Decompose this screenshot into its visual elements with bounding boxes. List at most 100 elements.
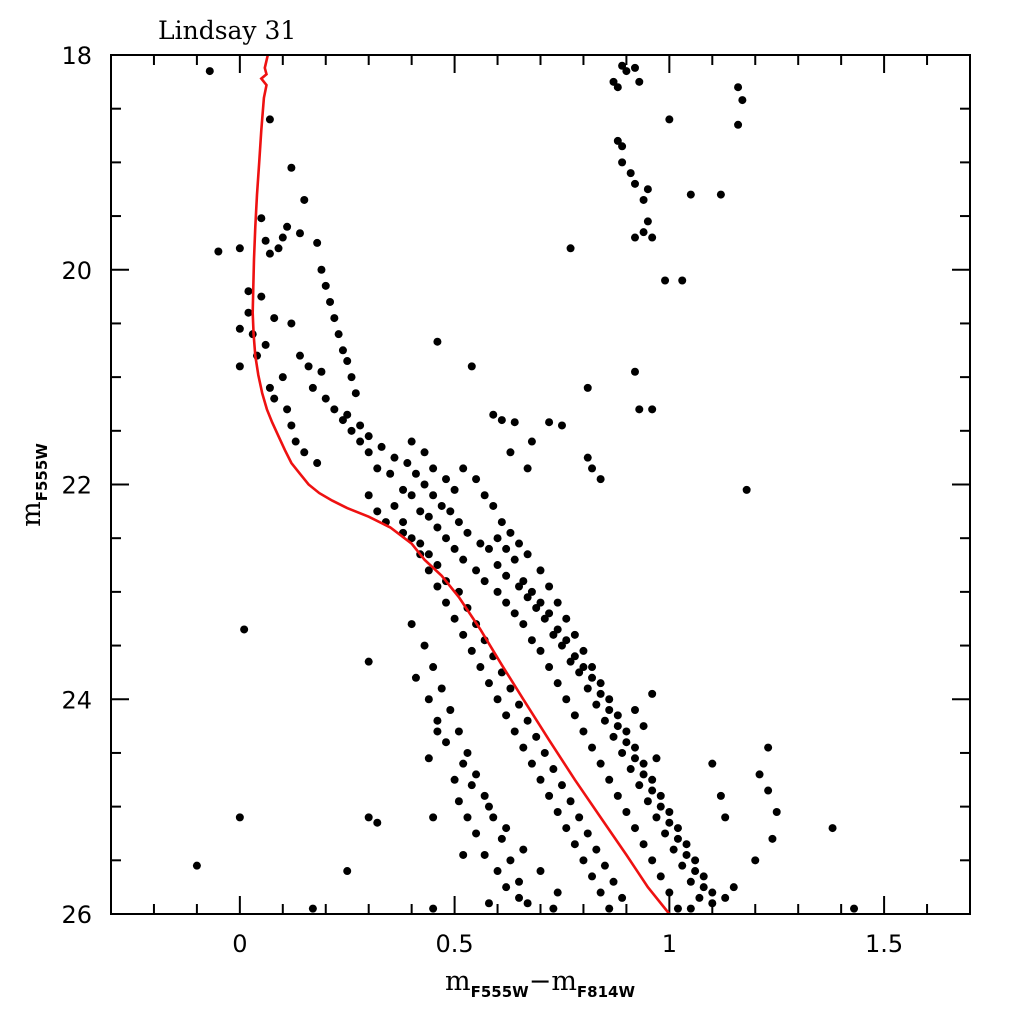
- star-point: [562, 636, 571, 645]
- star-point: [403, 459, 412, 468]
- star-point: [734, 83, 743, 92]
- star-point: [579, 727, 588, 736]
- star-point: [661, 829, 670, 838]
- star-point: [635, 77, 644, 86]
- star-point: [407, 437, 416, 446]
- star-point: [553, 807, 562, 816]
- star-point: [424, 550, 433, 559]
- star-point: [364, 432, 373, 441]
- x-axis-label-sub1: F555W: [471, 983, 530, 1001]
- star-point: [570, 630, 579, 639]
- star-point: [742, 485, 751, 494]
- star-point: [338, 416, 347, 425]
- star-point: [484, 899, 493, 908]
- star-point: [364, 813, 373, 822]
- star-point: [463, 748, 472, 757]
- star-point: [622, 807, 631, 816]
- star-point: [630, 705, 639, 714]
- star-point: [630, 824, 639, 833]
- star-point: [411, 469, 420, 478]
- star-point: [566, 657, 575, 666]
- star-point: [330, 405, 339, 414]
- star-point: [334, 330, 343, 339]
- star-point: [579, 663, 588, 672]
- star-point: [600, 861, 609, 870]
- star-point: [557, 641, 566, 650]
- star-point: [467, 781, 476, 790]
- star-point: [510, 727, 519, 736]
- star-point: [665, 807, 674, 816]
- star-point: [523, 464, 532, 473]
- y-tick-label: 20: [61, 257, 92, 285]
- star-point: [313, 459, 322, 468]
- star-point: [407, 620, 416, 629]
- star-point: [648, 775, 657, 784]
- star-point: [630, 743, 639, 752]
- star-point: [648, 405, 657, 414]
- star-point: [588, 673, 597, 682]
- star-point: [648, 786, 657, 795]
- star-point: [235, 813, 244, 822]
- star-point: [373, 507, 382, 516]
- star-point: [695, 893, 704, 902]
- star-point: [850, 904, 859, 913]
- star-point: [450, 775, 459, 784]
- star-point: [244, 308, 253, 317]
- star-point: [450, 544, 459, 553]
- star-point: [626, 169, 635, 178]
- star-point: [686, 877, 695, 886]
- star-point: [390, 453, 399, 462]
- star-point: [618, 158, 627, 167]
- star-point: [699, 872, 708, 881]
- star-point: [540, 748, 549, 757]
- star-point: [502, 711, 511, 720]
- y-tick-label: 18: [61, 42, 92, 70]
- star-point: [596, 679, 605, 688]
- star-point: [738, 96, 747, 105]
- star-point: [287, 319, 296, 328]
- isochrone-curve: [251, 54, 671, 915]
- star-point: [665, 888, 674, 897]
- star-point: [652, 813, 661, 822]
- star-point: [570, 711, 579, 720]
- star-point: [459, 850, 468, 859]
- star-point: [557, 421, 566, 430]
- star-point: [639, 195, 648, 204]
- star-point: [497, 834, 506, 843]
- star-point: [493, 695, 502, 704]
- star-point: [605, 705, 614, 714]
- star-point: [639, 228, 648, 237]
- star-point: [343, 867, 352, 876]
- star-point: [549, 630, 558, 639]
- svg-text:mF555W: mF555W: [16, 443, 51, 527]
- star-point: [545, 791, 554, 800]
- star-point: [347, 426, 356, 435]
- star-point: [691, 867, 700, 876]
- star-point: [373, 818, 382, 827]
- star-point: [510, 418, 519, 427]
- star-point: [596, 759, 605, 768]
- star-point: [691, 856, 700, 865]
- star-point: [467, 362, 476, 371]
- star-point: [579, 856, 588, 865]
- x-tick-label: 0: [232, 930, 247, 958]
- star-point: [424, 566, 433, 575]
- star-point: [407, 491, 416, 500]
- star-point: [506, 684, 515, 693]
- star-point: [463, 528, 472, 537]
- star-point: [639, 770, 648, 779]
- star-point: [536, 598, 545, 607]
- star-point: [472, 566, 481, 575]
- star-point: [450, 485, 459, 494]
- star-point: [484, 679, 493, 688]
- star-point: [493, 534, 502, 543]
- star-point: [442, 598, 451, 607]
- star-point: [716, 791, 725, 800]
- star-point: [450, 614, 459, 623]
- star-point: [433, 561, 442, 570]
- star-point: [682, 850, 691, 859]
- star-point: [433, 716, 442, 725]
- star-point: [721, 893, 730, 902]
- star-point: [506, 448, 515, 457]
- star-point: [605, 695, 614, 704]
